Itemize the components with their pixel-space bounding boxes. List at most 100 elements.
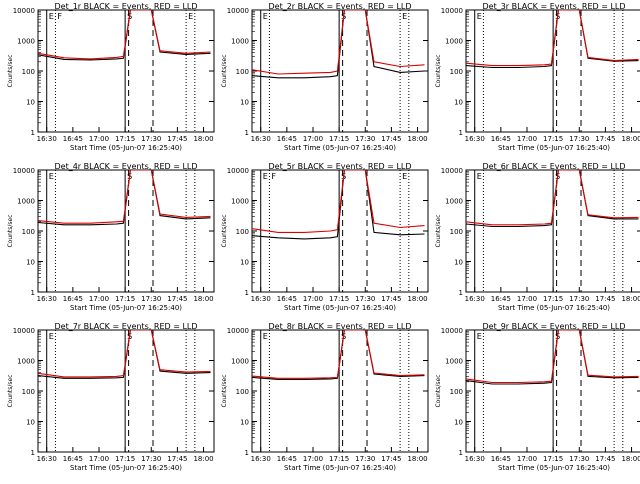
x-tick-label: 16:30 (37, 135, 57, 143)
x-tick-label: 16:45 (277, 135, 297, 143)
series-line-lld (466, 10, 639, 67)
y-axis-label: Counts/sec (221, 214, 228, 247)
x-tick-label: 17:45 (595, 455, 615, 463)
y-tick-label: 1 (31, 289, 35, 297)
x-tick-label: 17:30 (569, 295, 589, 303)
y-axis-label: Counts/sec (435, 54, 442, 87)
x-axis-label: Start Time (05-Jun-07 16:25:40) (70, 304, 182, 312)
y-tick-label: 100 (450, 68, 463, 76)
y-axis-label: Counts/sec (7, 54, 14, 87)
x-tick-label: 18:00 (407, 455, 427, 463)
series-line-lld (252, 170, 425, 233)
x-tick-label: 16:45 (277, 455, 297, 463)
marker-label: E (477, 12, 482, 21)
x-tick-label: 16:45 (277, 295, 297, 303)
series-line-lld (38, 170, 211, 224)
chart-panel-1: Det_1r BLACK = Events, RED = LLD 1 10 100 10… (7, 2, 215, 152)
marker-label: E (263, 332, 268, 341)
x-tick-label: 17:00 (303, 455, 323, 463)
chart-title: Det_6r BLACK = Events, RED = LLD (482, 162, 625, 171)
marker-label: E (263, 12, 268, 21)
y-axis-label: Counts/sec (435, 374, 442, 407)
y-tick-label: 10000 (441, 7, 463, 15)
y-tick-label: 10000 (441, 327, 463, 335)
x-tick-label: 17:30 (569, 455, 589, 463)
chart-title: Det_2r BLACK = Events, RED = LLD (268, 2, 411, 11)
y-tick-label: 100 (236, 68, 249, 76)
x-tick-label: 18:00 (621, 135, 640, 143)
y-tick-label: 10 (240, 419, 249, 427)
x-axis-label: Start Time (05-Jun-07 16:25:40) (70, 464, 182, 472)
x-tick-label: 17:30 (355, 135, 375, 143)
x-tick-label: 16:45 (63, 455, 83, 463)
y-axis-label: Counts/sec (435, 214, 442, 247)
y-tick-label: 10000 (13, 7, 35, 15)
x-tick-label: 17:45 (381, 295, 401, 303)
y-tick-label: 10 (26, 99, 35, 107)
y-tick-label: 10 (240, 99, 249, 107)
x-tick-label: 17:45 (381, 135, 401, 143)
marker-label: E (49, 172, 54, 181)
x-tick-label: 17:30 (141, 135, 161, 143)
y-tick-label: 100 (450, 388, 463, 396)
marker-label: E (477, 332, 482, 341)
x-tick-label: 16:30 (251, 295, 271, 303)
x-tick-label: 16:45 (63, 295, 83, 303)
x-tick-label: 17:00 (89, 295, 109, 303)
x-tick-label: 18:00 (621, 455, 640, 463)
x-tick-label: 18:00 (407, 135, 427, 143)
x-tick-label: 17:00 (89, 135, 109, 143)
chart-title: Det_8r BLACK = Events, RED = LLD (268, 322, 411, 331)
x-tick-label: 17:15 (543, 295, 563, 303)
chart-title: Det_1r BLACK = Events, RED = LLD (54, 2, 197, 11)
y-tick-label: 100 (22, 388, 35, 396)
y-tick-label: 1 (245, 449, 249, 457)
x-tick-label: 18:00 (407, 295, 427, 303)
x-tick-label: 16:30 (465, 455, 485, 463)
series-line-lld (466, 170, 639, 226)
x-tick-label: 17:30 (355, 455, 375, 463)
y-tick-label: 10 (454, 99, 463, 107)
x-tick-label: 17:00 (517, 135, 537, 143)
y-tick-label: 1 (245, 129, 249, 137)
y-tick-label: 1000 (231, 358, 249, 366)
chart-title: Det_5r BLACK = Events, RED = LLD (268, 162, 411, 171)
y-tick-label: 1000 (17, 358, 35, 366)
y-tick-label: 100 (236, 388, 249, 396)
y-tick-label: 10000 (13, 327, 35, 335)
marker-label: F (57, 12, 62, 21)
x-axis-label: Start Time (05-Jun-07 16:25:40) (284, 304, 396, 312)
series-line-events (252, 170, 425, 240)
x-tick-label: 17:00 (89, 455, 109, 463)
x-tick-label: 17:30 (569, 135, 589, 143)
y-tick-label: 1 (245, 289, 249, 297)
y-tick-label: 1000 (231, 198, 249, 206)
x-tick-label: 16:30 (465, 135, 485, 143)
x-tick-label: 17:00 (303, 295, 323, 303)
chart-panel-5: Det_5r BLACK = Events, RED = LLD 1 10 100 10… (221, 162, 429, 312)
x-tick-label: 17:15 (329, 295, 349, 303)
y-tick-label: 1000 (445, 38, 463, 46)
y-axis-label: Counts/sec (7, 374, 14, 407)
x-tick-label: 17:15 (329, 455, 349, 463)
y-axis-label: Counts/sec (221, 54, 228, 87)
plot-frame (37, 329, 215, 453)
chart-panel-6: Det_6r BLACK = Events, RED = LLD 1 10 100 10… (435, 162, 640, 312)
plot-frame (251, 329, 429, 453)
x-tick-label: 17:45 (167, 295, 187, 303)
x-axis-label: Start Time (05-Jun-07 16:25:40) (498, 144, 610, 152)
marker-label: E (49, 332, 54, 341)
chart-panel-4: Det_4r BLACK = Events, RED = LLD 1 10 100 10… (7, 162, 215, 312)
x-tick-label: 17:45 (167, 455, 187, 463)
x-tick-label: 17:00 (303, 135, 323, 143)
x-tick-label: 18:00 (193, 135, 213, 143)
x-axis-label: Start Time (05-Jun-07 16:25:40) (498, 304, 610, 312)
y-tick-label: 1000 (17, 38, 35, 46)
y-tick-label: 1 (459, 289, 463, 297)
chart-title: Det_3r BLACK = Events, RED = LLD (482, 2, 625, 11)
chart-title: Det_4r BLACK = Events, RED = LLD (54, 162, 197, 171)
plot-frame (251, 9, 429, 133)
x-tick-label: 17:30 (141, 295, 161, 303)
marker-label: E (263, 172, 268, 181)
